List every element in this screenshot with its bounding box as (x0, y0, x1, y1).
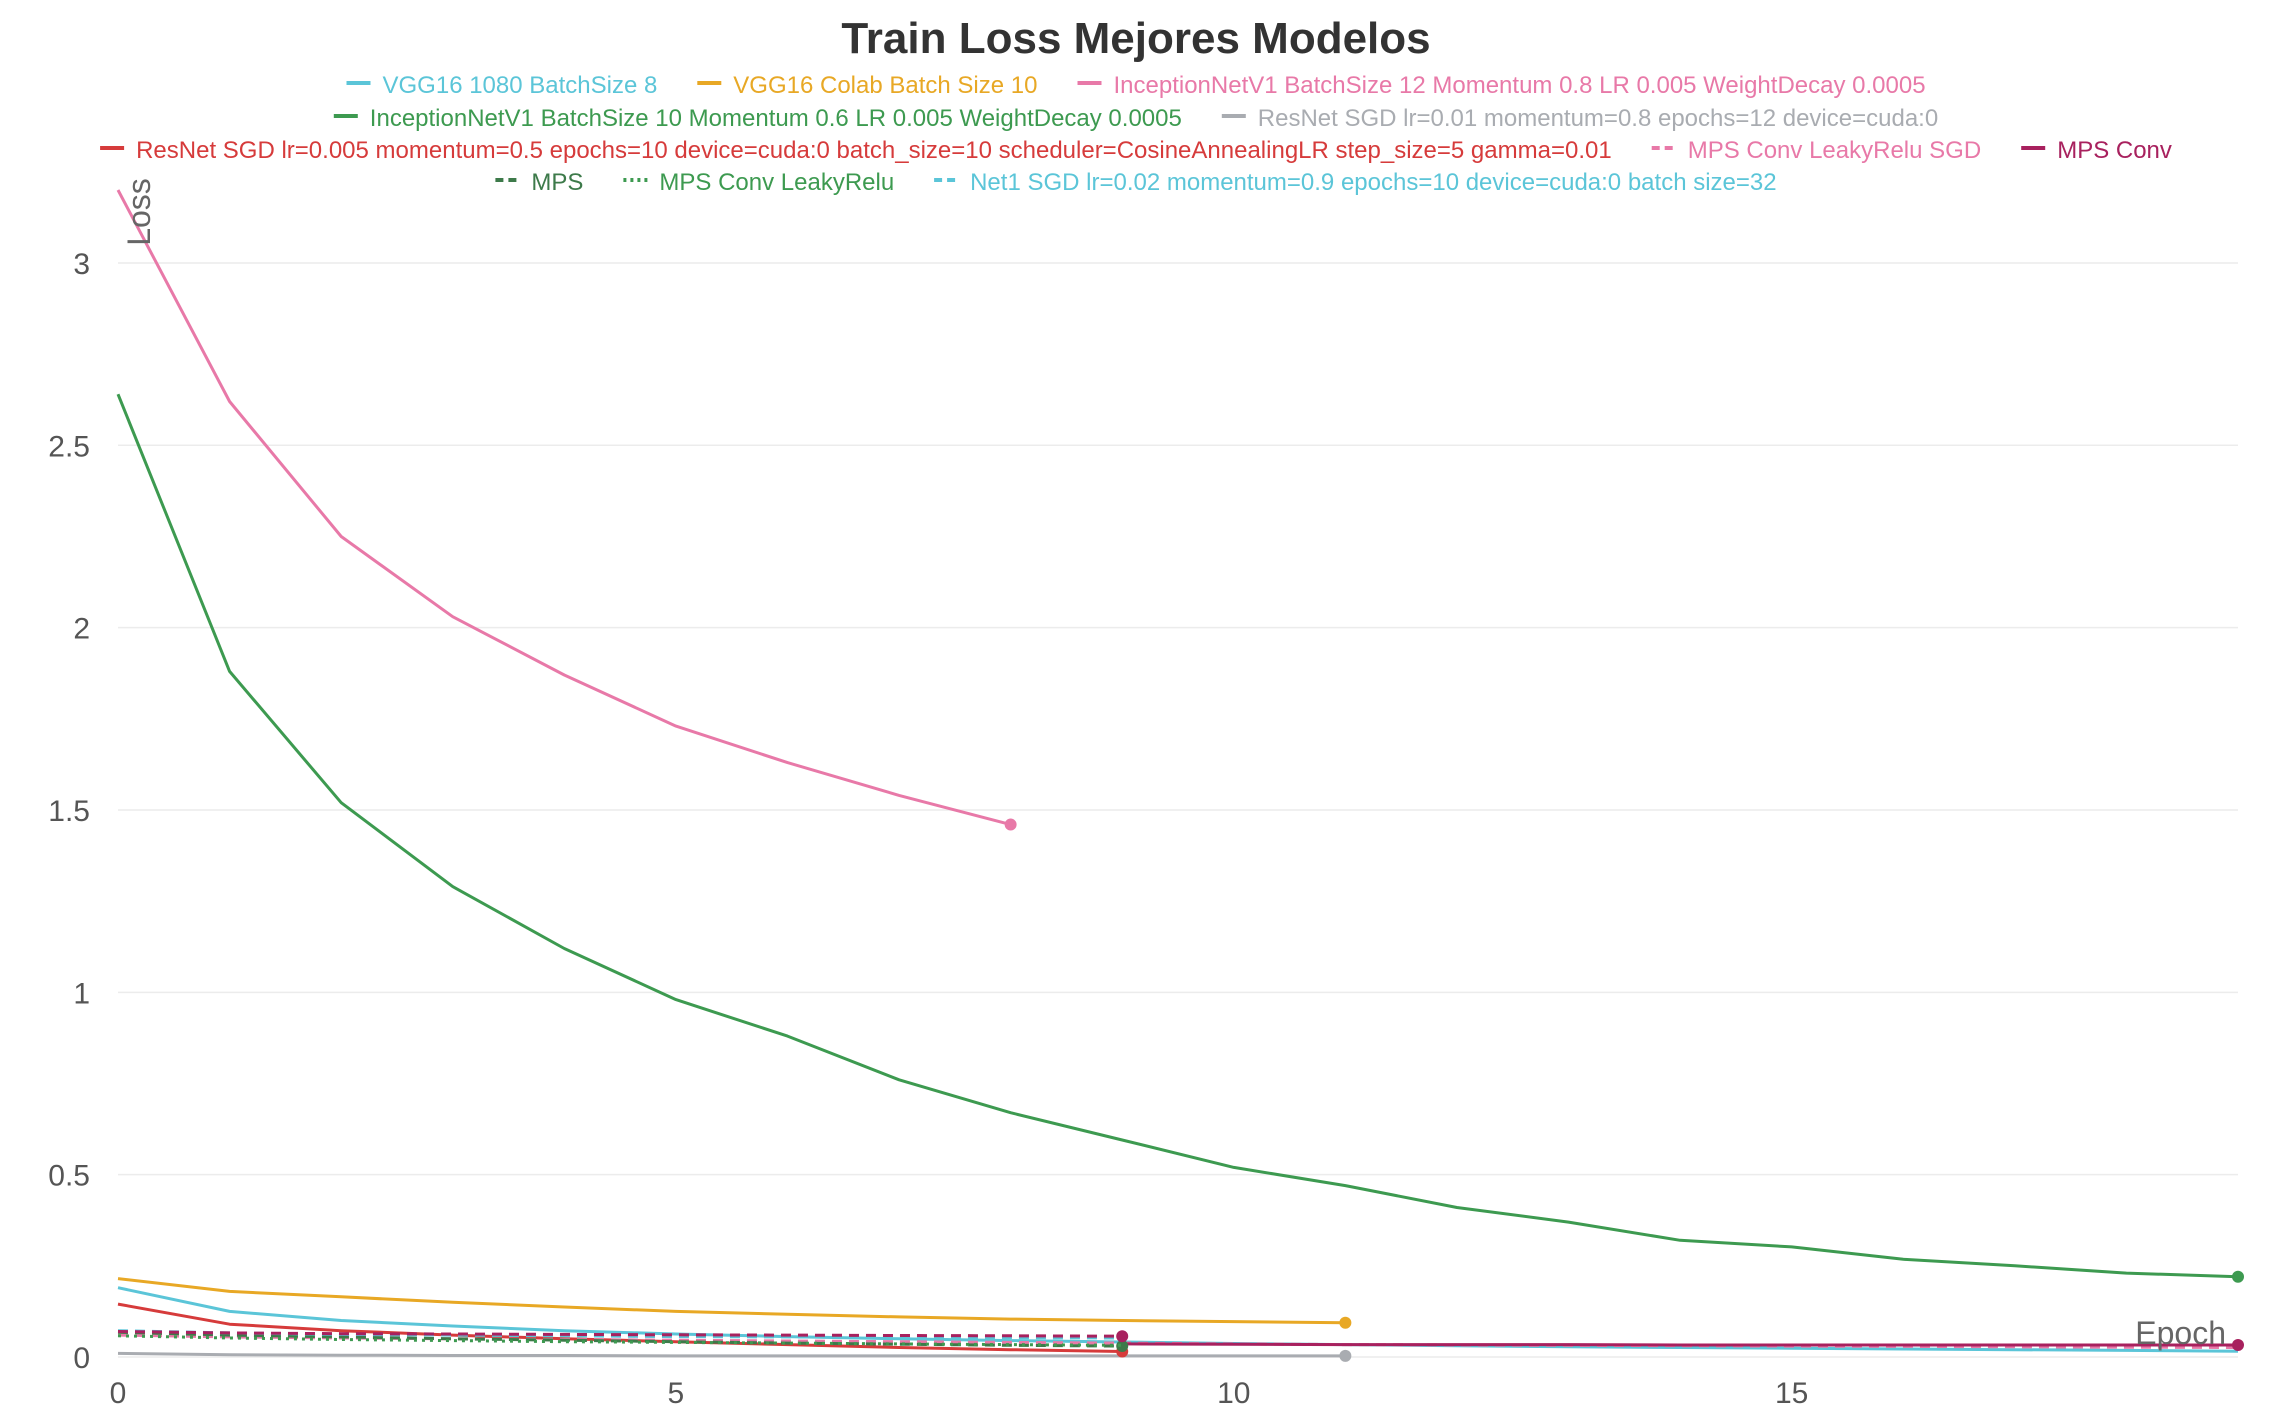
legend-item[interactable]: ResNet SGD lr=0.01 momentum=0.8 epochs=1… (1221, 105, 1938, 132)
series-end-point-2 (1004, 818, 1017, 831)
legend-label: VGG16 Colab Batch Size 10 (733, 72, 1037, 99)
series-line-0 (117, 1286, 2239, 1353)
series-end-point-8 (1116, 1340, 1129, 1353)
legend-label: MPS Conv (2057, 137, 2172, 164)
x-tick-label: 0 (110, 1377, 127, 1405)
y-tick-label: 0 (73, 1342, 90, 1375)
legend-label: ResNet SGD lr=0.01 momentum=0.8 epochs=1… (1258, 105, 1938, 132)
x-tick-label: 15 (1775, 1377, 1808, 1405)
chart-title: Train Loss Mejores Modelos (841, 14, 1431, 63)
tick-labels: 0 0.5 1 1.5 2 2.5 3 0 5 10 15 (48, 248, 1808, 1405)
grid-lines (118, 262, 2238, 1358)
legend-row: MPS MPS Conv LeakyRelu Net1 SGD lr=0.02 mo… (495, 169, 1777, 196)
legend-label: MPS Conv LeakyRelu (659, 169, 894, 196)
x-tick-label: 5 (668, 1377, 685, 1405)
series-line-7 (1122, 1342, 2238, 1347)
series-lines (116, 189, 2244, 1362)
y-tick-label: 1.5 (48, 795, 90, 828)
series-end-point-1 (1339, 1316, 1352, 1329)
y-tick-label: 3 (73, 248, 90, 281)
series-line-10 (117, 1329, 1123, 1340)
legend-label: VGG16 1080 BatchSize 8 (383, 72, 658, 99)
series-end-point-3 (2232, 1270, 2244, 1283)
legend-label: InceptionNetV1 BatchSize 10 Momentum 0.6… (370, 105, 1182, 132)
y-tick-label: 2 (73, 613, 90, 646)
series-line-4 (117, 1351, 1346, 1358)
legend-item[interactable]: MPS Conv LeakyRelu (623, 169, 894, 196)
legend-label: MPS Conv LeakyRelu SGD (1688, 137, 1981, 164)
legend-item[interactable]: InceptionNetV1 BatchSize 10 Momentum 0.6… (333, 105, 1182, 132)
legend-row: InceptionNetV1 BatchSize 10 Momentum 0.6… (333, 105, 1938, 132)
series-line-1 (117, 1277, 1346, 1325)
legend-item[interactable]: ResNet SGD lr=0.005 momentum=0.5 epochs=… (100, 137, 1612, 164)
legend-row: ResNet SGD lr=0.005 momentum=0.5 epochs=… (100, 137, 2172, 164)
y-axis-label: Loss (121, 178, 157, 246)
x-tick-label: 10 (1217, 1377, 1250, 1405)
series-end-point-7 (2232, 1338, 2244, 1351)
legend-item[interactable]: MPS Conv LeakyRelu SGD (1651, 137, 1981, 164)
legend-item[interactable]: VGG16 1080 BatchSize 8 (346, 72, 658, 99)
series-line-8 (117, 1330, 1123, 1348)
legend-label: MPS (531, 169, 583, 196)
legend-item[interactable]: Net1 SGD lr=0.02 momentum=0.9 epochs=10 … (934, 169, 1777, 196)
y-tick-label: 0.5 (48, 1160, 90, 1193)
legend-label: Net1 SGD lr=0.02 momentum=0.9 epochs=10 … (970, 169, 1777, 196)
legend: VGG16 1080 BatchSize 8 VGG16 Colab Batch … (100, 72, 2172, 196)
series-line-11 (117, 1330, 1123, 1338)
series-line-3 (116, 393, 2239, 1279)
legend-label: InceptionNetV1 BatchSize 12 Momentum 0.8… (1114, 72, 1926, 99)
y-tick-label: 2.5 (48, 430, 90, 463)
series-end-point-11 (1116, 1330, 1129, 1343)
legend-label: ResNet SGD lr=0.005 momentum=0.5 epochs=… (136, 137, 1612, 164)
legend-item[interactable]: MPS (495, 169, 583, 196)
x-axis-label: Epoch (2135, 1315, 2226, 1351)
legend-item[interactable]: VGG16 Colab Batch Size 10 (697, 72, 1037, 99)
y-tick-label: 1 (73, 977, 90, 1010)
legend-item[interactable]: InceptionNetV1 BatchSize 12 Momentum 0.8… (1077, 72, 1926, 99)
series-line-2 (116, 189, 1011, 827)
legend-row: VGG16 1080 BatchSize 8 VGG16 Colab Batch … (346, 72, 1926, 99)
legend-item[interactable]: MPS Conv (2021, 137, 2172, 164)
series-end-point-4 (1339, 1349, 1352, 1362)
